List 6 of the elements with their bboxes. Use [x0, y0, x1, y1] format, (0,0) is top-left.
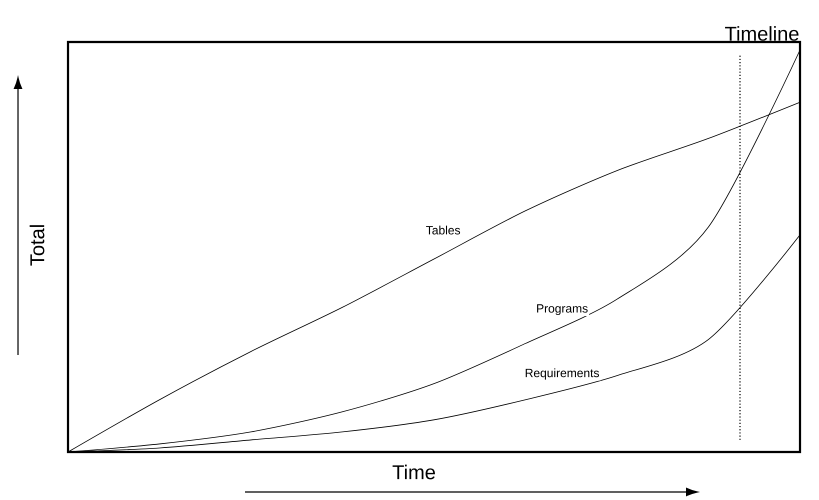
- series-label: Tables: [426, 226, 460, 234]
- text: Timeline: [725, 26, 799, 41]
- series-label: Requirements: [526, 368, 600, 380]
- y-axis-title: Total: [30, 225, 44, 266]
- x-axis-title: Time: [392, 464, 435, 480]
- series-label: Programs: [537, 304, 588, 316]
